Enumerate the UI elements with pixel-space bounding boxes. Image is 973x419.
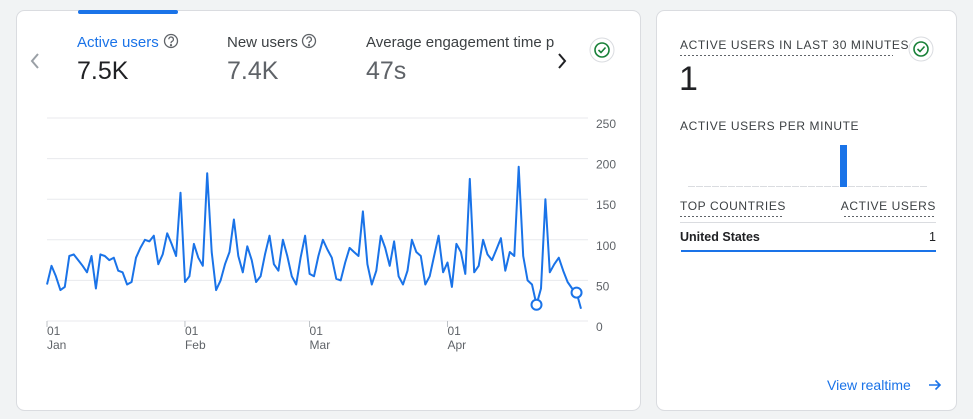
table-header: ACTIVE USERS [841, 199, 936, 213]
metric-value: 7.4K [227, 57, 279, 85]
bar [896, 186, 903, 187]
bar [864, 186, 871, 187]
status-icon [908, 36, 934, 62]
next-button[interactable] [558, 53, 567, 69]
card [16, 10, 641, 411]
y-tick-label: 150 [596, 198, 616, 212]
realtime-value: 1 [679, 60, 698, 98]
x-tick-label: 01 [448, 324, 462, 338]
bar [800, 186, 807, 187]
y-tick-label: 0 [596, 320, 603, 334]
table-cell: 1 [929, 230, 936, 244]
bar [880, 186, 887, 187]
bar [744, 186, 751, 187]
bar [696, 186, 703, 187]
bar [736, 186, 743, 187]
tab-indicator [78, 10, 178, 14]
bar [704, 186, 711, 187]
bar [824, 186, 831, 187]
x-tick-label: Mar [310, 338, 331, 352]
bar [760, 186, 767, 187]
anomaly-marker [570, 286, 583, 299]
card [656, 10, 957, 411]
y-tick-label: 200 [596, 158, 616, 172]
x-tick-label: 01 [185, 324, 199, 338]
link[interactable]: View realtime [827, 377, 911, 393]
metric-label[interactable]: Active users [77, 34, 159, 51]
bar [816, 186, 823, 187]
prev-button[interactable] [30, 53, 39, 69]
bar [848, 186, 855, 187]
bar [768, 186, 775, 187]
x-tick-label: 01 [47, 324, 61, 338]
bar [728, 186, 735, 187]
arrow-icon[interactable] [929, 379, 942, 391]
bar [720, 186, 727, 187]
table-cell: United States [680, 230, 760, 244]
line-series [46, 165, 582, 310]
help-icon[interactable] [163, 33, 179, 49]
bar [856, 186, 863, 187]
bar [752, 186, 759, 187]
y-tick-label: 50 [596, 279, 610, 293]
anomaly-marker [530, 298, 543, 311]
bar [784, 186, 791, 187]
bar [808, 186, 815, 187]
bar [904, 186, 911, 187]
bar [832, 186, 839, 187]
metric-label[interactable]: New users [227, 34, 298, 51]
help-icon[interactable] [301, 33, 317, 49]
metric-value: 47s [366, 57, 406, 85]
section-title: ACTIVE USERS PER MINUTE [680, 119, 859, 133]
bar [912, 186, 919, 187]
bar [840, 145, 847, 187]
bar [872, 186, 879, 187]
status-icon [589, 37, 615, 63]
bar [888, 186, 895, 187]
x-tick-label: Apr [448, 338, 467, 352]
table-header: TOP COUNTRIES [680, 199, 786, 213]
x-tick-label: Feb [185, 338, 206, 352]
bar [688, 186, 695, 187]
section-title: ACTIVE USERS IN LAST 30 MINUTES [680, 38, 909, 52]
bar [792, 186, 799, 187]
metric-value: 7.5K [77, 57, 129, 85]
bar [920, 186, 927, 187]
y-tick-label: 250 [596, 117, 616, 131]
metric-label[interactable]: Average engagement time p [366, 34, 554, 51]
x-tick-label: 01 [310, 324, 324, 338]
y-tick-label: 100 [596, 239, 616, 253]
x-tick-label: Jan [47, 338, 66, 352]
bar [776, 186, 783, 187]
bar [712, 186, 719, 187]
